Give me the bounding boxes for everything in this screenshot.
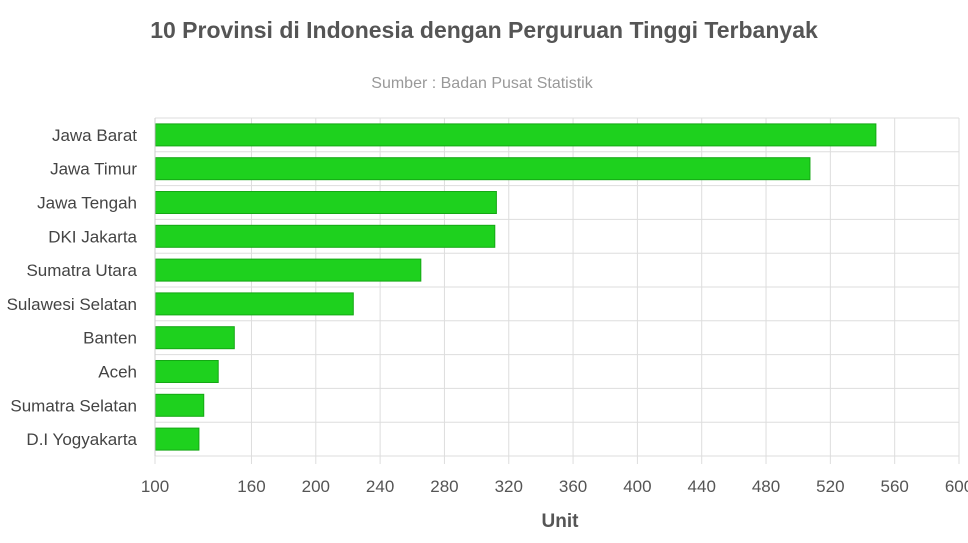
x-tick-label: 200 [302, 477, 330, 496]
x-axis-title: Unit [542, 511, 580, 532]
category-label: Jawa Timur [50, 160, 137, 179]
x-tick-label: 440 [688, 477, 716, 496]
x-tick-labels: 100 160 200 240 280 320 360 400 440 480 520 560 600 [141, 477, 968, 496]
bar [155, 427, 200, 451]
bar [155, 123, 877, 147]
bar [155, 191, 497, 214]
x-tick-label: 520 [816, 477, 844, 496]
x-tick-label: 280 [430, 477, 458, 496]
category-label: Aceh [98, 363, 137, 382]
bar [155, 157, 811, 181]
category-label: DKI Jakarta [48, 227, 137, 246]
bar [155, 326, 235, 350]
category-label: Sumatra Utara [26, 261, 137, 280]
x-tick-label: 240 [366, 477, 394, 496]
bar [155, 360, 219, 383]
bar [155, 224, 496, 248]
bar [155, 393, 205, 417]
category-label: Sulawesi Selatan [7, 295, 137, 314]
x-tick-label: 600 [945, 477, 968, 496]
category-labels: Jawa Barat Jawa Timur Jawa Tengah DKI Jakar… [7, 126, 138, 449]
bar [155, 258, 422, 282]
chart-title: 10 Provinsi di Indonesia dengan Pergurua… [150, 17, 818, 43]
category-label: Jawa Barat [52, 126, 137, 145]
x-tick-label: 160 [237, 477, 265, 496]
bars [155, 123, 877, 451]
category-label: Banten [83, 329, 137, 348]
category-label: Sumatra Selatan [10, 396, 137, 415]
category-label: Jawa Tengah [37, 194, 137, 213]
x-tick-label: 400 [623, 477, 651, 496]
x-tick-label: 560 [880, 477, 908, 496]
category-label: D.I Yogyakarta [26, 430, 137, 449]
x-tick-label: 360 [559, 477, 587, 496]
chart-subtitle: Sumber : Badan Pusat Statistik [371, 75, 593, 92]
x-tick-label: 480 [752, 477, 780, 496]
x-tick-label: 320 [495, 477, 523, 496]
x-tick-label: 100 [141, 477, 169, 496]
bar [155, 292, 354, 316]
